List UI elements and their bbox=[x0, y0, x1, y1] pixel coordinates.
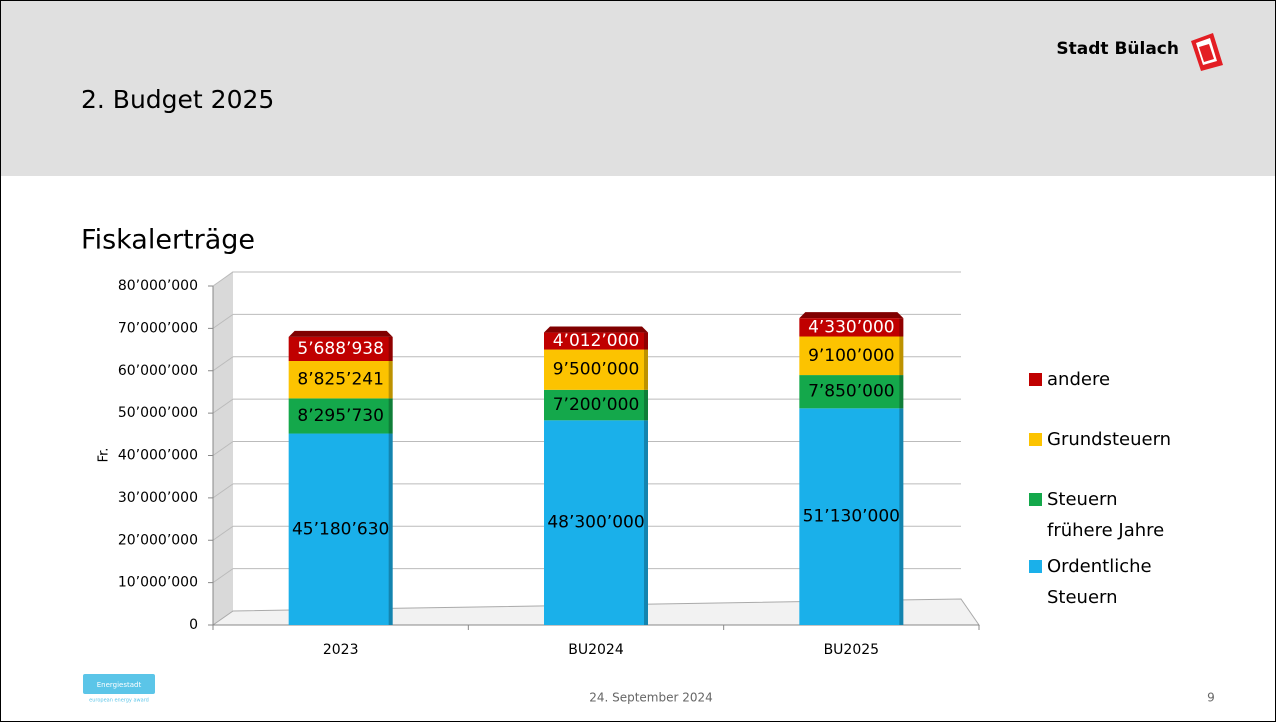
x-tick-label: BU2024 bbox=[568, 642, 624, 658]
value-label: 45’180’630 bbox=[292, 519, 389, 539]
legend-item: Steuern frühere Jahre bbox=[1029, 484, 1187, 546]
y-tick-label: 10’000’000 bbox=[118, 575, 198, 591]
bar-side bbox=[899, 318, 904, 337]
bar-segment bbox=[799, 408, 904, 625]
bar-top bbox=[544, 326, 648, 333]
bar-side bbox=[388, 336, 393, 361]
bar-side bbox=[388, 398, 393, 434]
value-label: 7’200’000 bbox=[553, 395, 640, 415]
bar-side bbox=[644, 420, 648, 625]
bar-segment bbox=[544, 349, 648, 390]
y-tick-label: 0 bbox=[189, 617, 198, 633]
bar-segment bbox=[288, 336, 393, 361]
bar-side bbox=[388, 360, 393, 399]
value-label: 7’850’000 bbox=[808, 382, 895, 402]
legend-swatch bbox=[1029, 433, 1042, 446]
grid-line bbox=[212, 313, 234, 329]
y-tick-label: 80’000’000 bbox=[118, 278, 198, 294]
bar-side bbox=[644, 389, 648, 421]
value-label: 9’100’000 bbox=[808, 346, 895, 366]
legend-label: Ordentliche Steuern bbox=[1047, 556, 1152, 608]
bar-side bbox=[388, 433, 393, 625]
grid-line bbox=[212, 568, 234, 584]
legend-swatch bbox=[1029, 493, 1042, 506]
value-label: 51’130’000 bbox=[803, 507, 900, 527]
bar-segment bbox=[799, 336, 904, 376]
bar-top bbox=[288, 330, 393, 337]
legend-swatch bbox=[1029, 373, 1042, 386]
legend-label: andere bbox=[1047, 369, 1111, 390]
brand-logo bbox=[1191, 33, 1223, 71]
y-tick-label: 40’000’000 bbox=[118, 448, 198, 464]
y-tick-label: 70’000’000 bbox=[118, 320, 198, 336]
grid-line bbox=[212, 398, 234, 414]
value-label: 8’825’241 bbox=[297, 370, 384, 390]
bar-segment bbox=[799, 318, 904, 337]
value-label: 4’012’000 bbox=[553, 331, 640, 351]
grid-line bbox=[212, 356, 234, 372]
bar-segment bbox=[799, 375, 904, 409]
value-label: 9’500’000 bbox=[553, 360, 640, 380]
bar-segment bbox=[288, 398, 393, 434]
x-tick-label: BU2025 bbox=[824, 642, 879, 658]
legend-item: Ordentliche Steuern bbox=[1029, 551, 1187, 613]
bar-segment bbox=[544, 389, 648, 421]
grid-line bbox=[212, 441, 234, 456]
grid-line bbox=[212, 483, 234, 499]
header-band bbox=[1, 1, 1275, 176]
value-label: 5’688’938 bbox=[297, 339, 384, 359]
chart-title: Fiskalerträge bbox=[81, 225, 255, 256]
bar-segment bbox=[544, 420, 648, 625]
legend-item: andere bbox=[1029, 364, 1187, 395]
grid-line bbox=[212, 525, 234, 541]
bar-segment bbox=[288, 433, 393, 625]
bar-side bbox=[899, 336, 904, 376]
y-tick-label: 60’000’000 bbox=[118, 363, 198, 379]
page-number: 9 bbox=[1207, 691, 1215, 705]
y-tick-label: 30’000’000 bbox=[118, 490, 198, 506]
bar-top bbox=[799, 312, 904, 319]
bar-side bbox=[899, 375, 904, 409]
energiestadt-logo: Energiestadt european energy award bbox=[83, 674, 155, 704]
bar-segment bbox=[288, 360, 393, 399]
x-tick-label: 2023 bbox=[323, 642, 359, 658]
y-axis-label: Fr. bbox=[97, 448, 112, 463]
slide-title: 2. Budget 2025 bbox=[81, 85, 274, 114]
legend-item: Grundsteuern bbox=[1029, 424, 1187, 455]
legend-label: Grundsteuern bbox=[1047, 429, 1172, 450]
y-tick-label: 50’000’000 bbox=[118, 405, 198, 421]
legend-swatch bbox=[1029, 560, 1042, 573]
bar-segment bbox=[544, 332, 648, 350]
logo-subtext: european energy award bbox=[89, 698, 149, 704]
bar-side bbox=[644, 349, 648, 390]
value-label: 4’330’000 bbox=[808, 317, 895, 337]
y-tick-label: 20’000’000 bbox=[118, 532, 198, 548]
bar-side bbox=[899, 408, 904, 625]
legend-label: Steuern frühere Jahre bbox=[1047, 489, 1165, 541]
brand: Stadt Bülach bbox=[1056, 39, 1179, 59]
footer-date: 24. September 2024 bbox=[589, 691, 713, 705]
value-label: 48’300’000 bbox=[547, 513, 644, 533]
logo-text: Energiestadt bbox=[97, 681, 142, 689]
value-label: 8’295’730 bbox=[297, 406, 384, 426]
grid-line bbox=[212, 271, 234, 287]
bar-side bbox=[644, 332, 648, 350]
